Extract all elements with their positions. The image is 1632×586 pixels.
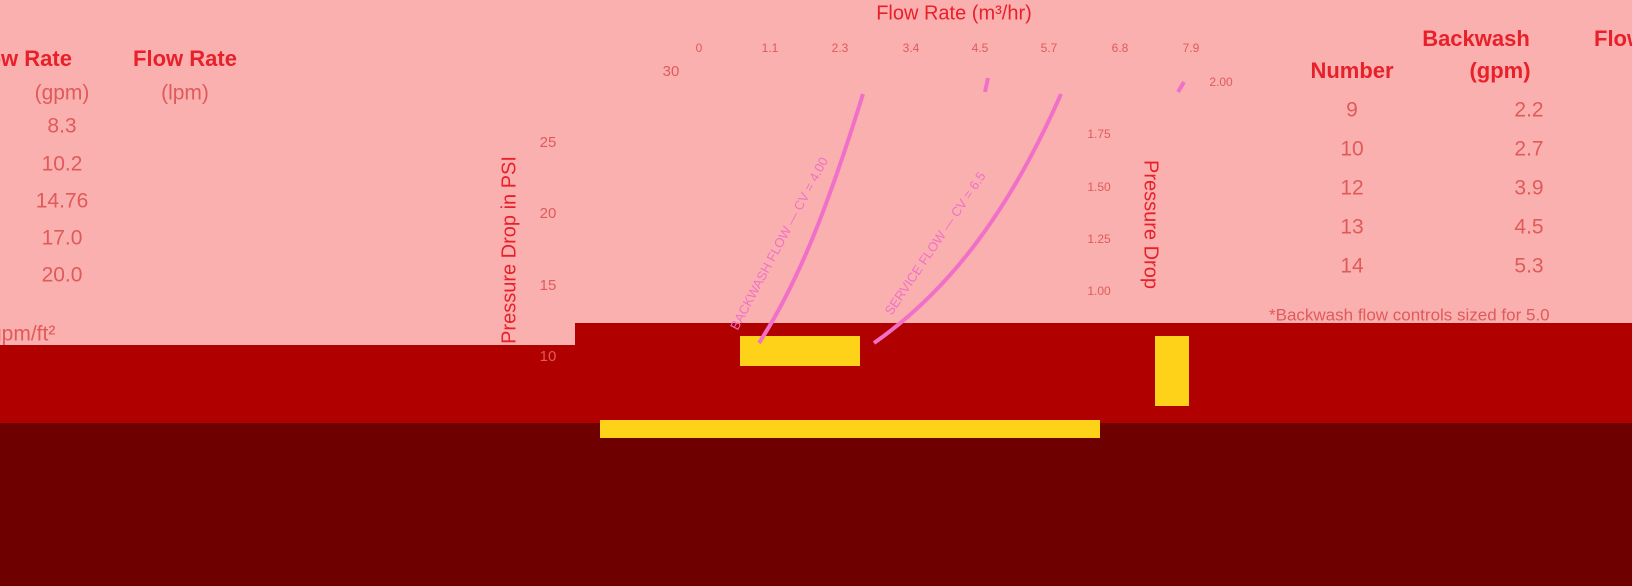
cell: 2.7 [1514,138,1543,161]
service-curve [872,93,1063,345]
right-tick-label: 1.75 [1087,127,1111,141]
cell: 2.2 [1514,99,1543,122]
top-tick-label: 1.1 [762,41,779,55]
right-tick-label: 1.25 [1087,232,1111,246]
cell: 13 [1340,216,1363,239]
column-header: Backwash [1422,26,1530,51]
cell: 20.0 [42,264,83,287]
top-tick-label: 2.3 [832,41,849,55]
top-tick-label: 5.7 [1041,41,1058,55]
cell: 17.0 [42,227,83,250]
band [0,423,1632,586]
column-unit: (lpm) [161,82,209,105]
cell: 8.3 [47,115,76,138]
backwash-curve [757,93,865,345]
left-tick-label: 25 [540,134,557,151]
right-tick-label: 2.00 [1209,75,1233,89]
cell: 14 [1340,255,1364,278]
artifact [740,336,860,366]
axis-title: Flow Rate (m³/hr) [876,2,1032,24]
column-header: Number [1310,58,1394,83]
curve-stub [983,77,990,93]
cell: 9 [1346,99,1358,122]
footnote: gpm/ft² [0,323,55,346]
cell: 14.76 [36,190,89,213]
left-axis-label: Pressure Drop in PSI [498,156,520,344]
top-tick-label: 3.4 [903,41,920,55]
artifact [600,420,1100,438]
top-tick-label: 6.8 [1112,41,1129,55]
column-unit: (gpm) [35,82,90,105]
left-tick-label: 20 [540,205,557,222]
left-tick-label: 30 [663,63,680,80]
column-header: Flow Rate [0,46,72,71]
cell: 12 [1340,177,1363,200]
cell: 5.3 [1514,255,1543,278]
right-tick-label: 1.00 [1087,284,1111,298]
cell: 10 [1340,138,1363,161]
left-tick-label: 15 [540,277,557,294]
top-tick-label: 7.9 [1183,41,1200,55]
cell: 10.2 [42,153,83,176]
top-tick-label: 4.5 [972,41,989,55]
curve-stub [1176,80,1186,94]
footnote: *Backwash flow controls sized for 5.0 [1269,305,1550,324]
column-header: Flow [1594,26,1632,51]
right-axis-label: Pressure Drop [1140,160,1162,289]
right-tick-label: 1.50 [1087,180,1111,194]
cell: 3.9 [1514,177,1543,200]
cell: 4.5 [1514,216,1543,239]
artifact [1155,336,1189,406]
column-unit: (gpm) [1469,58,1530,83]
left-tick-label: 10 [540,348,557,365]
top-tick-label: 0 [696,41,703,55]
column-header: Flow Rate [133,46,237,71]
